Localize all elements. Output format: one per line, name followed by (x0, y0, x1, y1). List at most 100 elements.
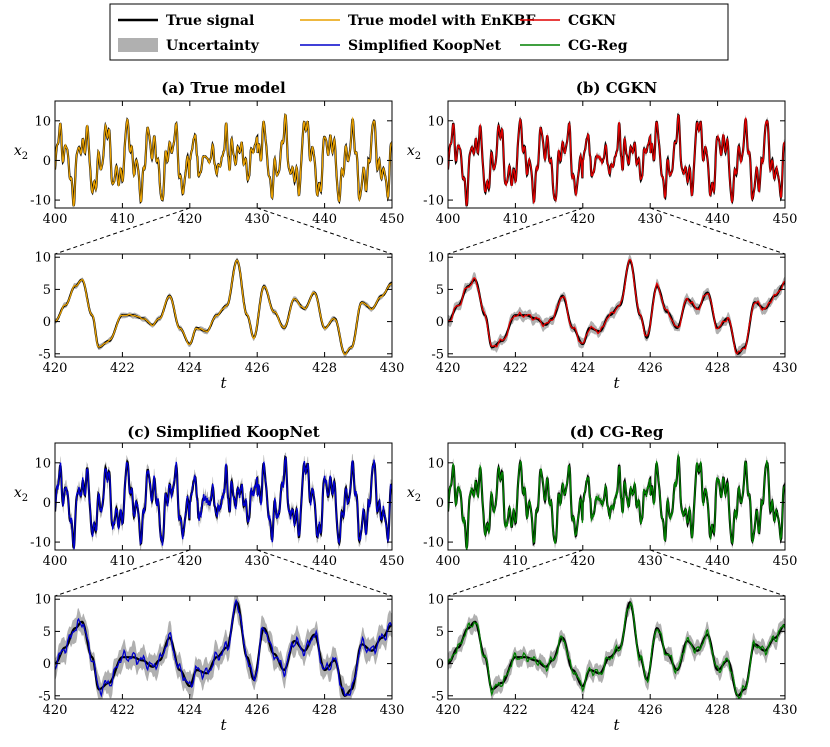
plot-area (55, 257, 392, 357)
true-signal-line (55, 258, 392, 356)
x-tick-label: 422 (110, 703, 135, 718)
y-tick-label: -10 (30, 536, 51, 551)
y-tick-label: 10 (34, 456, 51, 471)
plot-area (55, 596, 392, 699)
zoom-connector-left (54, 207, 190, 255)
x-tick-label: 426 (638, 703, 663, 718)
y-tick-label: 0 (43, 657, 51, 672)
x-tick-label: 420 (177, 554, 202, 569)
x-tick-label: 430 (245, 554, 270, 569)
panel-title: (a) True model (161, 79, 286, 97)
y-tick-label: -5 (38, 689, 51, 704)
y-tick-label: -5 (431, 689, 444, 704)
zoom-connector-right (650, 549, 786, 597)
legend-label: True model with EnKBF (348, 13, 536, 29)
x-tick-label: 430 (245, 212, 270, 227)
x-tick-label: 424 (570, 361, 595, 376)
y-tick-label: 10 (34, 593, 51, 608)
x-tick-label: 420 (43, 361, 68, 376)
y-axis-label: x2 (14, 485, 28, 504)
panel-title: (c) Simplified KoopNet (127, 423, 319, 441)
x-tick-label: 450 (380, 212, 405, 227)
y-tick-label: 0 (43, 496, 51, 511)
x-tick-label: 420 (436, 703, 461, 718)
axes-frame (447, 595, 786, 700)
overview-axes: 400 410 420 430 440 450 -10 0 10 (30, 442, 405, 569)
y-axis-label: x2 (407, 143, 421, 162)
y-tick-label: 0 (43, 154, 51, 169)
zoom-connector-left (447, 549, 583, 597)
y-axis-label-main: x (14, 143, 22, 159)
zoom-connector-right (257, 207, 393, 255)
y-tick-label: 5 (43, 625, 51, 640)
axes-frame (54, 442, 393, 551)
zoom-connector-right (650, 207, 786, 255)
plot-area (55, 452, 392, 550)
y-tick-label: -5 (38, 347, 51, 362)
x-tick-label: 430 (773, 703, 798, 718)
x-tick-label: 428 (705, 703, 730, 718)
legend: True signal Uncertainty True model with En… (109, 3, 729, 61)
x-tick-label: 428 (312, 361, 337, 376)
x-tick-label: 440 (705, 212, 730, 227)
y-tick-label: 10 (427, 593, 444, 608)
axes-frame (54, 253, 393, 358)
x-tick-label: 426 (245, 703, 270, 718)
model-line (55, 259, 392, 356)
model-line (448, 258, 785, 355)
zoom-axes: 420 422 424 426 428 430 -5 0 5 10 (427, 593, 797, 718)
model-line (448, 453, 785, 550)
x-tick-label: 424 (177, 361, 202, 376)
x-tick-label: 420 (436, 361, 461, 376)
x-tick-label: 450 (773, 212, 798, 227)
y-axis-label-main: x (14, 485, 22, 501)
legend-swatch-uncertainty (118, 38, 158, 52)
y-axis-label: x2 (14, 143, 28, 162)
axes-frame (54, 100, 393, 209)
x-tick-label: 424 (570, 703, 595, 718)
axes-frame (54, 595, 393, 700)
x-tick-label: 450 (380, 554, 405, 569)
x-tick-label: 420 (570, 554, 595, 569)
x-tick-label: 430 (380, 361, 405, 376)
zoom-connector-left (447, 207, 583, 255)
y-axis-label-subscript: 2 (22, 151, 28, 162)
model-line (55, 455, 392, 550)
y-tick-label: 10 (427, 114, 444, 129)
y-axis-label-subscript: 2 (415, 151, 421, 162)
plot-area (448, 597, 785, 699)
x-tick-label: 440 (705, 554, 730, 569)
x-tick-label: 410 (503, 212, 528, 227)
y-axis-label-main: x (407, 143, 415, 159)
plot-area (448, 111, 785, 208)
overview-axes: 400 410 420 430 440 450 -10 0 10 (30, 100, 405, 227)
y-axis-label: x2 (407, 485, 421, 504)
x-axis-label: t (220, 716, 227, 734)
legend-label: CGKN (568, 13, 616, 29)
legend-frame (109, 3, 729, 61)
y-tick-label: 0 (436, 154, 444, 169)
panel-title: (b) CGKN (576, 79, 658, 97)
x-tick-label: 410 (110, 554, 135, 569)
y-tick-label: -10 (30, 194, 51, 209)
uncertainty-band (448, 597, 785, 699)
x-tick-label: 430 (638, 212, 663, 227)
overview-axes: 400 410 420 430 440 450 -10 0 10 (423, 100, 798, 227)
legend-label: Simplified KoopNet (348, 38, 501, 54)
x-tick-label: 420 (570, 212, 595, 227)
x-tick-label: 400 (43, 554, 68, 569)
plot-area (448, 254, 785, 357)
y-tick-label: -10 (423, 194, 444, 209)
x-tick-label: 422 (503, 361, 528, 376)
zoom-axes: 420 422 424 426 428 430 -5 0 5 10 (34, 251, 404, 376)
x-tick-label: 422 (110, 361, 135, 376)
x-tick-label: 430 (380, 703, 405, 718)
y-tick-label: -5 (431, 347, 444, 362)
axes-frame (447, 253, 786, 358)
panel-c: (c) Simplified KoopNet 400 410 420 430 440 450… (14, 423, 405, 734)
plot-area (448, 450, 785, 550)
overview-axes: 400 410 420 430 440 450 -10 0 10 (423, 442, 797, 569)
panel-title: (d) CG-Reg (570, 423, 664, 441)
